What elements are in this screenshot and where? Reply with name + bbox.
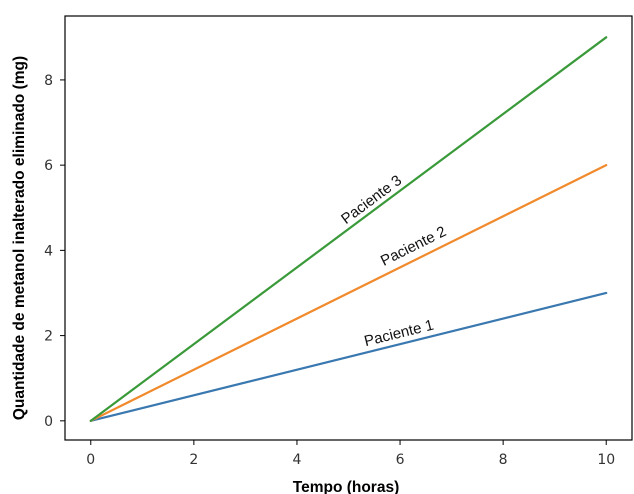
- x-tick-label: 6: [396, 452, 405, 468]
- y-tick-label: 2: [44, 329, 53, 345]
- y-axis-ticks: 0 2 4 6 8: [44, 73, 65, 430]
- y-axis-title: Quantidade de metanol inalterado elimina…: [11, 56, 28, 420]
- x-tick-label: 2: [189, 452, 198, 468]
- y-tick-label: 6: [44, 158, 53, 174]
- x-tick-label: 4: [292, 452, 301, 468]
- x-tick-label: 10: [597, 452, 615, 468]
- series-label-2: Paciente 2: [378, 223, 449, 270]
- x-axis-title: Tempo (horas): [293, 479, 400, 494]
- y-tick-label: 4: [44, 243, 53, 259]
- series-lines: [89, 36, 608, 422]
- series-line-1: [89, 291, 608, 422]
- series-label-3: Paciente 3: [338, 172, 405, 228]
- y-tick-label: 0: [44, 414, 53, 430]
- y-tick-label: 8: [44, 73, 53, 89]
- plot-area-border: [64, 15, 633, 441]
- series-line-2: [89, 164, 608, 422]
- x-tick-label: 0: [86, 452, 95, 468]
- axes-frame: [64, 15, 633, 441]
- series-line-3: [89, 36, 608, 422]
- x-tick-label: 8: [499, 452, 508, 468]
- x-axis-ticks: 0 2 4 6 8 10: [86, 440, 615, 468]
